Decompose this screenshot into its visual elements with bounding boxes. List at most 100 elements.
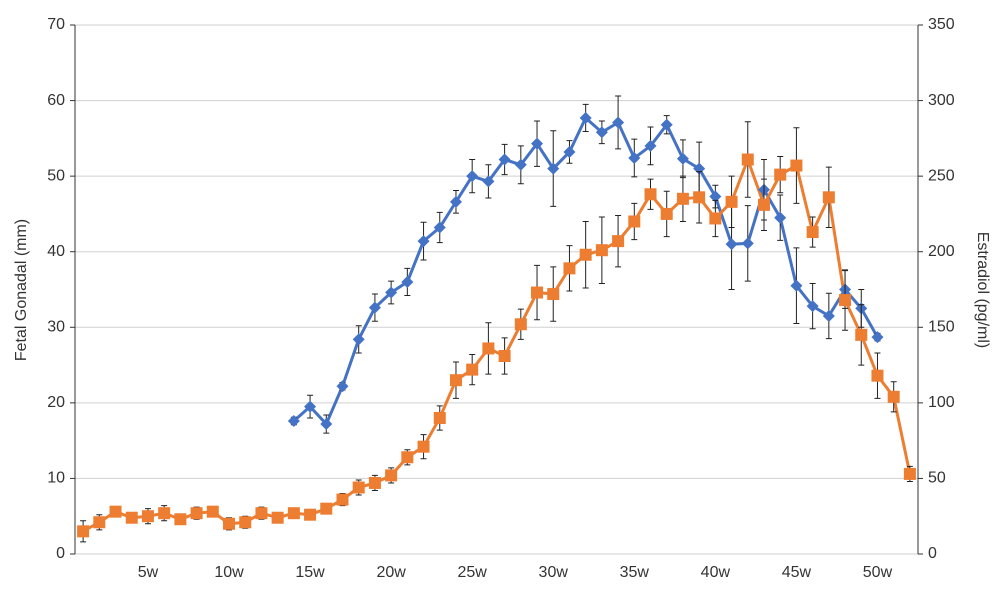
- marker: [903, 467, 916, 480]
- marker: [77, 525, 90, 538]
- x-tick-label: 45w: [782, 564, 812, 581]
- y-tick-label: 50: [47, 167, 65, 184]
- y-tick-label: 20: [47, 394, 65, 411]
- y2-tick-label: 350: [928, 16, 955, 33]
- marker: [709, 190, 722, 203]
- marker: [514, 158, 527, 171]
- marker: [774, 168, 787, 181]
- x-tick-label: 50w: [863, 564, 893, 581]
- marker: [433, 411, 446, 424]
- marker: [93, 516, 106, 529]
- y-tick-label: 40: [47, 243, 65, 260]
- marker: [255, 507, 268, 520]
- marker: [158, 507, 171, 520]
- marker: [482, 342, 495, 355]
- y-tick-label: 10: [47, 470, 65, 487]
- marker: [790, 159, 803, 172]
- y2-tick-label: 0: [928, 545, 937, 562]
- marker: [822, 191, 835, 204]
- marker: [806, 300, 819, 313]
- marker: [579, 248, 592, 261]
- y2-tick-label: 50: [928, 470, 946, 487]
- marker: [223, 517, 236, 530]
- marker: [871, 331, 884, 344]
- marker: [109, 505, 122, 518]
- y2-tick-label: 200: [928, 243, 955, 260]
- y2-axis-title: Estradiol (pg/ml): [974, 232, 991, 348]
- marker: [855, 328, 868, 341]
- x-tick-label: 30w: [539, 564, 569, 581]
- marker: [741, 153, 754, 166]
- marker: [287, 507, 300, 520]
- x-tick-label: 10w: [214, 564, 244, 581]
- marker: [806, 226, 819, 239]
- marker: [352, 333, 365, 346]
- marker: [368, 476, 381, 489]
- marker: [271, 511, 284, 524]
- y2-tick-label: 150: [928, 319, 955, 336]
- x-tick-label: 15w: [295, 564, 325, 581]
- marker: [628, 152, 641, 165]
- marker: [304, 400, 317, 413]
- marker: [790, 279, 803, 292]
- y2-tick-label: 100: [928, 394, 955, 411]
- y-tick-label: 70: [47, 16, 65, 33]
- marker: [644, 139, 657, 152]
- marker: [693, 191, 706, 204]
- marker: [352, 481, 365, 494]
- marker: [287, 414, 300, 427]
- marker: [385, 286, 398, 299]
- marker: [304, 508, 317, 521]
- marker: [709, 212, 722, 225]
- marker: [628, 215, 641, 228]
- marker: [466, 170, 479, 183]
- marker: [190, 507, 203, 520]
- marker: [563, 262, 576, 275]
- marker: [774, 211, 787, 224]
- marker: [125, 511, 138, 524]
- marker: [498, 153, 511, 166]
- marker: [141, 510, 154, 523]
- marker: [336, 493, 349, 506]
- x-tick-label: 40w: [701, 564, 731, 581]
- marker: [320, 502, 333, 515]
- marker: [385, 469, 398, 482]
- x-tick-label: 35w: [620, 564, 650, 581]
- marker: [839, 294, 852, 307]
- marker: [871, 369, 884, 382]
- marker: [336, 380, 349, 393]
- marker: [660, 118, 673, 131]
- marker: [563, 145, 576, 158]
- marker: [612, 235, 625, 248]
- y2-tick-label: 300: [928, 92, 955, 109]
- x-tick-label: 20w: [376, 564, 406, 581]
- marker: [547, 162, 560, 175]
- marker: [417, 235, 430, 248]
- marker: [239, 516, 252, 529]
- marker: [531, 286, 544, 299]
- marker: [433, 221, 446, 234]
- marker: [595, 126, 608, 139]
- marker: [449, 195, 462, 208]
- marker: [725, 238, 738, 251]
- marker: [514, 318, 527, 331]
- marker: [822, 309, 835, 322]
- marker: [741, 237, 754, 250]
- marker: [725, 195, 738, 208]
- marker: [449, 374, 462, 387]
- marker: [320, 418, 333, 431]
- marker: [174, 513, 187, 526]
- marker: [498, 350, 511, 363]
- marker: [644, 188, 657, 201]
- marker: [531, 137, 544, 150]
- marker: [417, 440, 430, 453]
- marker: [368, 301, 381, 314]
- marker: [595, 244, 608, 257]
- marker: [401, 451, 414, 464]
- marker: [676, 152, 689, 165]
- y-tick-label: 0: [56, 545, 65, 562]
- series-line: [82, 155, 912, 533]
- y-tick-label: 30: [47, 319, 65, 336]
- y2-tick-label: 250: [928, 167, 955, 184]
